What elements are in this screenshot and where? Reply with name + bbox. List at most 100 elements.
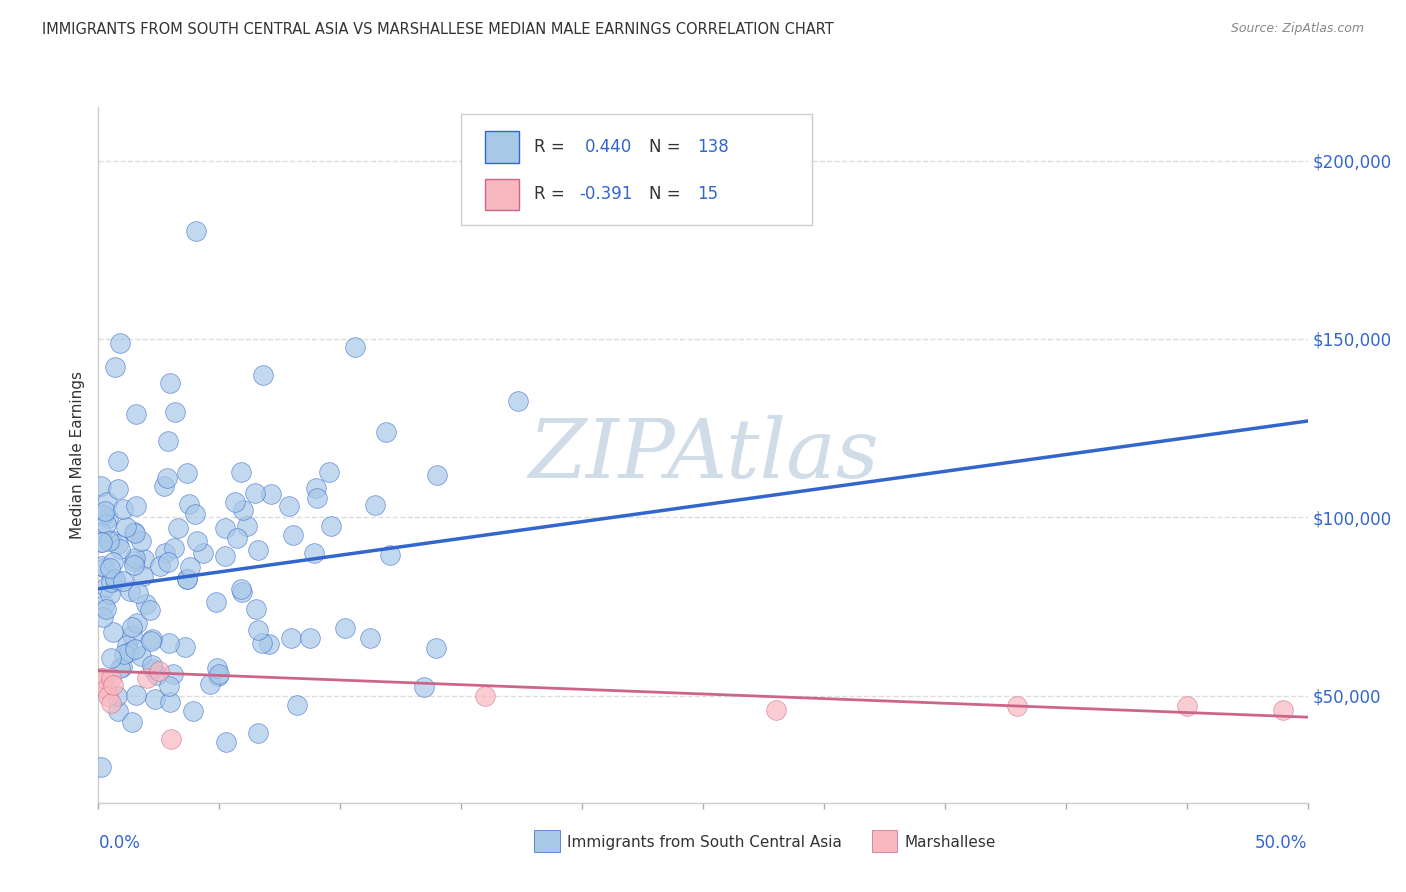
Point bbox=[125, 407, 148, 421]
Point bbox=[231, 585, 253, 599]
Text: Immigrants from South Central Asia: Immigrants from South Central Asia bbox=[567, 836, 842, 850]
Point bbox=[225, 531, 247, 545]
Point bbox=[426, 467, 449, 482]
Point bbox=[153, 546, 176, 560]
Point bbox=[765, 703, 787, 717]
Point bbox=[148, 664, 170, 678]
Point bbox=[214, 521, 236, 535]
Point bbox=[135, 597, 157, 611]
Point bbox=[157, 679, 180, 693]
Point bbox=[193, 546, 215, 560]
Text: -0.391: -0.391 bbox=[579, 186, 633, 203]
Point bbox=[90, 535, 112, 549]
Point bbox=[186, 533, 208, 548]
Point bbox=[364, 498, 387, 512]
Text: 138: 138 bbox=[697, 138, 728, 156]
Point bbox=[135, 671, 157, 685]
Point bbox=[159, 695, 181, 709]
Point bbox=[107, 454, 129, 468]
Point bbox=[110, 659, 132, 673]
Text: 50.0%: 50.0% bbox=[1256, 834, 1308, 852]
Point bbox=[207, 669, 229, 683]
Point bbox=[232, 503, 254, 517]
Point bbox=[101, 555, 124, 569]
Point bbox=[98, 586, 121, 600]
Point bbox=[90, 525, 112, 540]
Point bbox=[157, 434, 180, 448]
Y-axis label: Median Male Earnings: Median Male Earnings bbox=[69, 371, 84, 539]
Point bbox=[91, 671, 114, 685]
Point bbox=[302, 546, 325, 560]
Point bbox=[1007, 699, 1029, 714]
Point bbox=[138, 603, 160, 617]
Point bbox=[236, 519, 259, 533]
Point bbox=[94, 681, 117, 696]
Point bbox=[90, 479, 112, 493]
FancyBboxPatch shape bbox=[485, 178, 519, 210]
Point bbox=[104, 574, 127, 588]
Point bbox=[127, 586, 149, 600]
Point bbox=[229, 466, 252, 480]
Point bbox=[278, 499, 301, 513]
Point bbox=[93, 598, 115, 612]
Point bbox=[159, 376, 181, 391]
Point bbox=[139, 633, 162, 648]
Point bbox=[163, 541, 186, 555]
Point bbox=[100, 696, 122, 710]
Point bbox=[247, 543, 270, 558]
Point bbox=[344, 340, 367, 354]
Point bbox=[131, 569, 153, 583]
Point bbox=[107, 537, 129, 551]
Text: R =: R = bbox=[534, 186, 569, 203]
Point bbox=[124, 550, 146, 565]
Point bbox=[112, 647, 135, 661]
Point bbox=[160, 731, 183, 746]
Point bbox=[94, 580, 117, 594]
Point bbox=[229, 582, 252, 596]
Point bbox=[98, 561, 121, 575]
Point bbox=[108, 661, 131, 675]
Point bbox=[179, 560, 201, 574]
Point bbox=[425, 641, 447, 656]
Point bbox=[319, 518, 342, 533]
Point bbox=[100, 574, 122, 589]
Point bbox=[1272, 703, 1295, 717]
Point bbox=[141, 632, 163, 647]
Point bbox=[90, 558, 112, 573]
FancyBboxPatch shape bbox=[485, 131, 519, 162]
Point bbox=[181, 704, 204, 718]
Point bbox=[124, 641, 146, 656]
Point bbox=[108, 541, 131, 556]
Point bbox=[91, 508, 114, 522]
Point bbox=[176, 573, 198, 587]
Point bbox=[186, 225, 208, 239]
Point bbox=[162, 667, 184, 681]
Point bbox=[156, 471, 179, 485]
Point bbox=[100, 533, 122, 548]
Point bbox=[280, 631, 302, 645]
Point bbox=[124, 558, 146, 572]
Point bbox=[174, 640, 197, 654]
Point bbox=[159, 635, 181, 649]
Point bbox=[111, 502, 134, 516]
Point bbox=[96, 601, 118, 615]
Text: N =: N = bbox=[648, 138, 686, 156]
Point bbox=[184, 507, 207, 521]
Point bbox=[104, 359, 127, 374]
Point bbox=[378, 548, 401, 562]
Point bbox=[96, 494, 118, 508]
Text: N =: N = bbox=[648, 186, 686, 203]
FancyBboxPatch shape bbox=[461, 114, 811, 226]
Point bbox=[252, 368, 274, 382]
Point bbox=[375, 425, 398, 440]
Point bbox=[1175, 699, 1198, 714]
Point bbox=[105, 689, 128, 703]
Point bbox=[214, 549, 236, 563]
Point bbox=[307, 491, 329, 505]
Text: Marshallese: Marshallese bbox=[904, 836, 995, 850]
Point bbox=[156, 556, 179, 570]
Point bbox=[101, 624, 124, 639]
Point bbox=[118, 645, 141, 659]
Point bbox=[224, 495, 246, 509]
Text: IMMIGRANTS FROM SOUTH CENTRAL ASIA VS MARSHALLESE MEDIAN MALE EARNINGS CORRELATI: IMMIGRANTS FROM SOUTH CENTRAL ASIA VS MA… bbox=[42, 22, 834, 37]
